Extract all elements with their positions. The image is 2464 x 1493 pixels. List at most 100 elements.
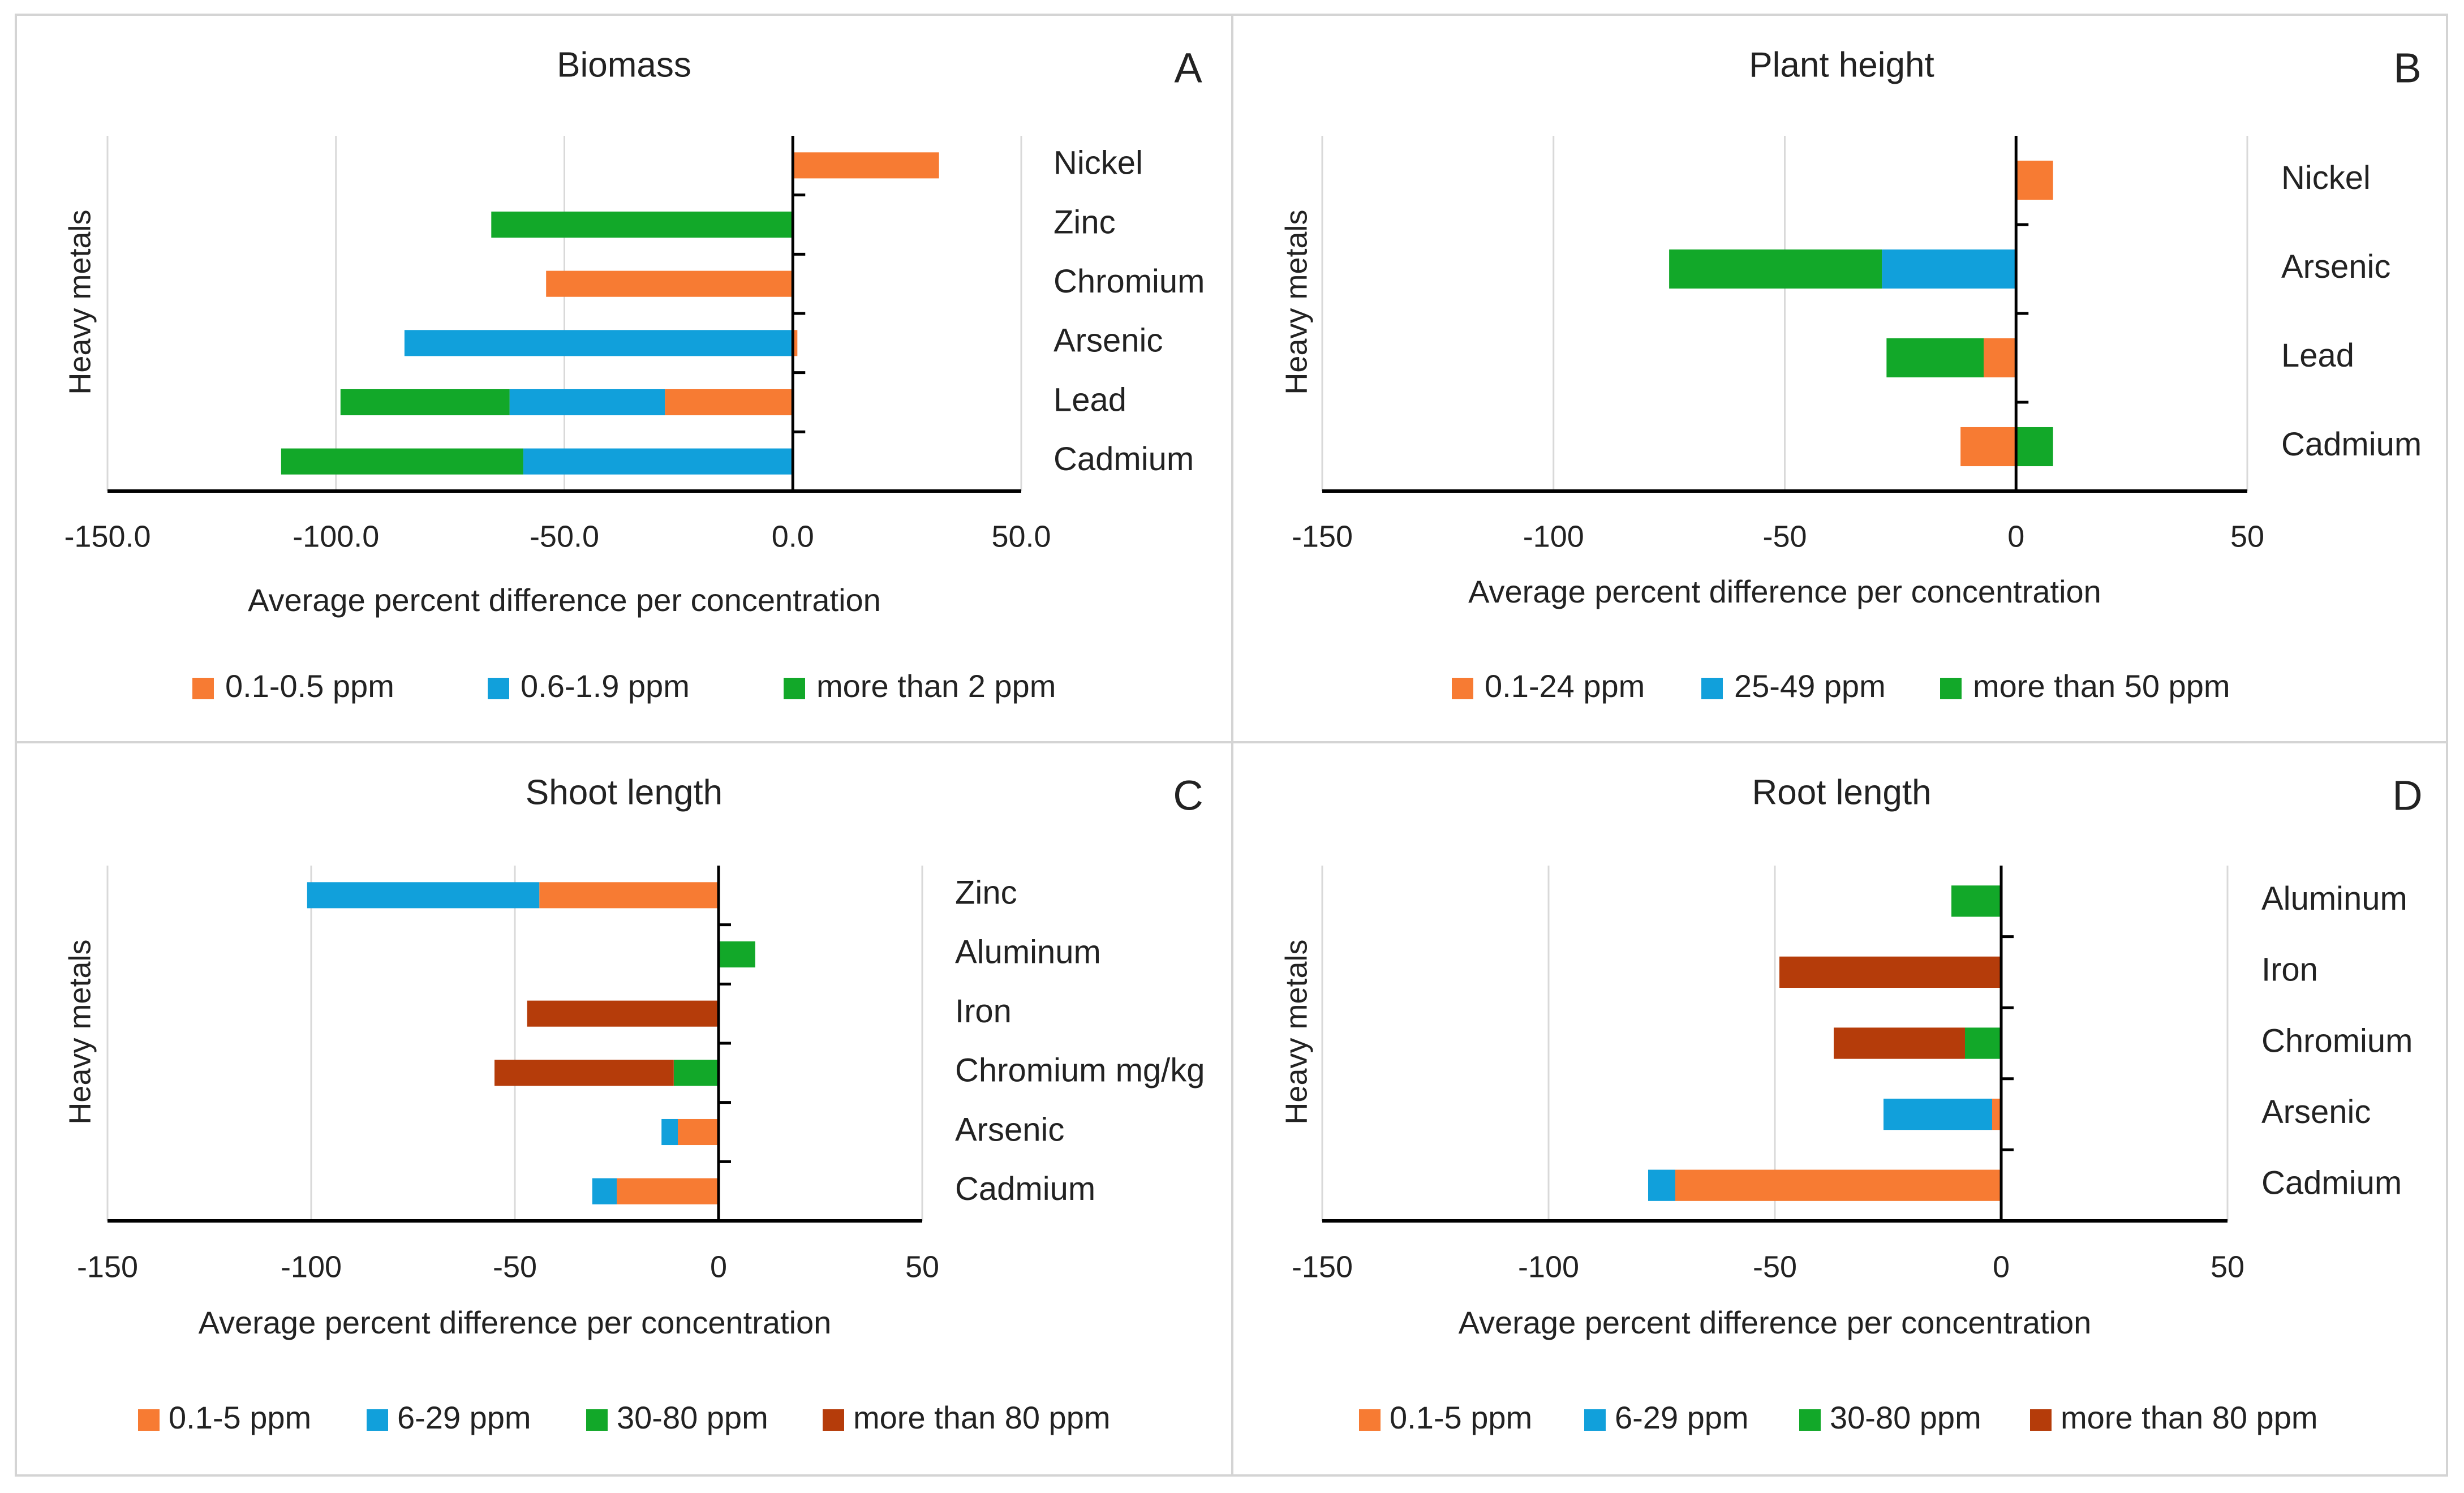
bar-segment [1960,427,2016,467]
category-label: Cadmium [2281,426,2422,463]
x-tick-label: -50 [1762,519,1807,553]
legend-label: 0.1-5 ppm [1390,1400,1532,1435]
bar-segment [1675,1169,2001,1201]
legend-label: 0.1-5 ppm [169,1400,311,1435]
legend-swatch [1799,1409,1821,1431]
bar-segment [617,1178,719,1204]
bar-segment [1834,1027,1965,1059]
category-label: Iron [955,993,1012,1030]
x-tick-label: 0 [1993,1250,2010,1284]
legend: 0.1-0.5 ppm 0.6-1.9 ppm more than 2 ppm [192,668,1056,704]
category-label: Lead [1053,381,1126,418]
x-tick-label: 0 [710,1250,727,1284]
bar-segment [2016,160,2053,200]
category-label: Arsenic [2281,248,2390,285]
bar-segment [1779,956,2001,988]
bar-segment [1951,885,2001,917]
y-axis-label: Heavy metals [1279,939,1313,1124]
bar-segment [719,941,755,968]
x-tick-label: -50.0 [530,519,599,553]
panel-letter: B [2393,45,2421,92]
bar-segment [793,330,798,356]
panel-letter: D [2392,772,2422,819]
chart-panel-a: Biomass A Nickel Zinc Chromium Arsenic Lead Cad… [63,45,1205,704]
bar-segment [509,389,665,416]
category-label: Aluminum [955,933,1101,970]
bar-segment [592,1178,617,1204]
x-tick-label: -150.0 [64,519,150,553]
chart-title: Plant height [1749,45,1934,84]
category-label: Arsenic [955,1111,1064,1148]
bar-segment [1884,1098,1992,1130]
chart-title: Shoot length [526,773,723,812]
legend-swatch [823,1409,844,1431]
x-tick-label: 50 [2211,1250,2244,1284]
legend-swatch [1584,1409,1606,1431]
chart-title: Root length [1752,773,1931,812]
x-tick-label: -50 [493,1250,537,1284]
category-label: Cadmium [955,1171,1095,1207]
legend-label: more than 80 ppm [853,1400,1110,1435]
legend: 0.1-5 ppm 6-29 ppm 30-80 ppm more than 80 p… [1359,1400,2317,1435]
bar-segment [665,389,793,416]
bar-segment [673,1060,719,1086]
category-label: Chromium [2261,1022,2413,1059]
x-axis-label: Average percent difference per concentra… [248,582,881,618]
category-label: Chromium mg/kg [955,1052,1205,1089]
category-label: Nickel [2281,160,2371,196]
bar-segment [539,882,719,909]
legend-label: 0.1-24 ppm [1485,668,1645,704]
x-tick-label: -150 [1292,1250,1353,1284]
category-label: Lead [2281,337,2354,374]
x-tick-label: -50 [1753,1250,1797,1284]
y-axis-label: Heavy metals [63,209,97,394]
bar-segment [546,270,793,297]
legend-label: more than 50 ppm [1973,668,2230,704]
legend-label: 0.6-1.9 ppm [521,668,690,704]
category-label: Zinc [1053,204,1116,240]
legend-swatch [784,678,805,699]
x-tick-label: -150 [1292,519,1353,553]
x-tick-label: -100 [1523,519,1584,553]
category-label: Zinc [955,875,1017,911]
legend-swatch [488,678,509,699]
category-label: Cadmium [1053,441,1194,477]
x-tick-label: 0 [2007,519,2024,553]
category-label: Iron [2261,952,2318,988]
chart-title: Biomass [557,45,691,84]
legend-swatch [1940,678,1962,699]
x-axis-label: Average percent difference per concentra… [1468,574,2101,609]
legend-swatch [192,678,214,699]
category-label: Arsenic [1053,322,1163,359]
legend-label: 6-29 ppm [1615,1400,1749,1435]
bar-segment [523,448,793,475]
chart-panel-b: Plant height B Nickel Arsenic Lead Cadmium -15… [1279,45,2422,704]
chart-panel-c: Shoot length C Zinc Aluminum Iron Chromium mg… [63,772,1205,1435]
bar-segment [491,211,793,238]
bar-segment [1648,1169,1675,1201]
x-tick-label: -100 [1518,1250,1579,1284]
bar-segment [1882,249,2016,289]
x-tick-label: 50 [2230,519,2264,553]
legend-swatch [586,1409,608,1431]
bar-segment [307,882,540,909]
bar-segment [1669,249,1882,289]
legend-swatch [1359,1409,1381,1431]
bar-segment [404,330,793,356]
bar-segment [1965,1027,2001,1059]
bar-segment [494,1060,674,1086]
x-tick-label: 50.0 [991,519,1051,553]
category-label: Nickel [1053,145,1143,182]
x-tick-label: 0.0 [772,519,814,553]
bar-segment [1984,338,2016,378]
x-axis-label: Average percent difference per concentra… [1459,1305,2092,1340]
x-axis-label: Average percent difference per concentra… [199,1305,832,1340]
y-axis-label: Heavy metals [63,939,97,1124]
bar-segment [678,1118,719,1146]
legend-swatch [1452,678,1473,699]
legend-label: 30-80 ppm [617,1400,768,1435]
bar-segment [1992,1098,2001,1130]
bar-segment [661,1118,678,1146]
